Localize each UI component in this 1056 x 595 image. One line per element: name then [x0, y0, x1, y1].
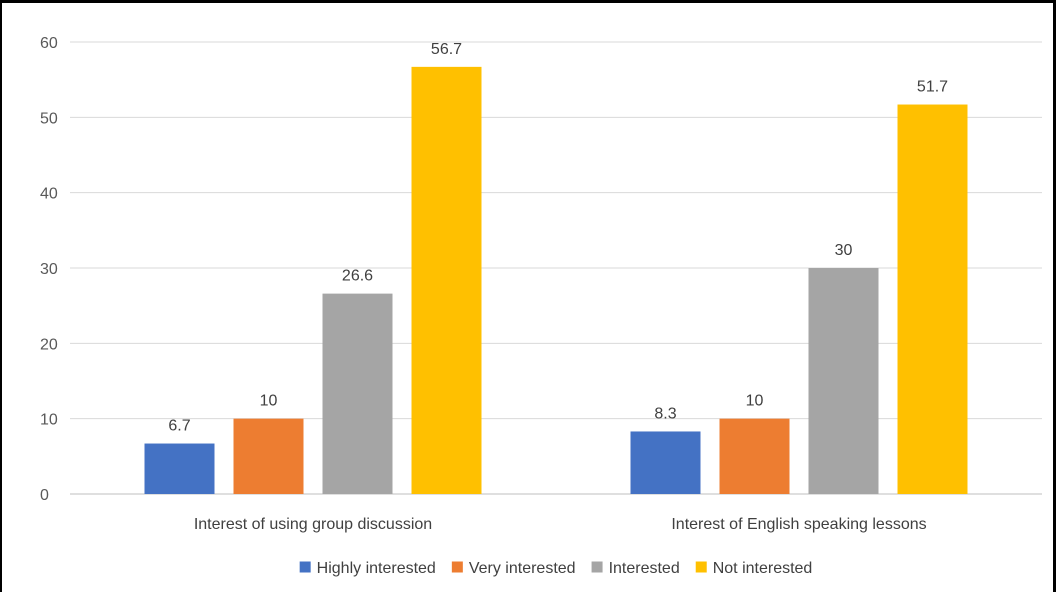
- y-tick-label: 60: [40, 35, 58, 52]
- category-labels: Interest of using group discussion Intere…: [194, 516, 927, 533]
- data-labels: 6.7 10 26.6 56.7 8.3 10 30 51.7: [168, 41, 948, 435]
- bar: [897, 104, 968, 494]
- legend-label: Highly interested: [317, 560, 436, 577]
- y-tick-label: 0: [40, 487, 49, 504]
- y-tick-label: 10: [40, 412, 58, 429]
- data-label: 10: [260, 393, 278, 410]
- legend-swatch: [299, 561, 311, 573]
- bar-chart: 0 10 20 30 40 50 60 6.7 10 26.6 56.7 8.3 10 30 51.7 I…: [40, 35, 1042, 577]
- legend: Highly interested Very interested Interest…: [299, 560, 813, 577]
- y-tick-label: 30: [40, 261, 58, 278]
- bar: [322, 293, 393, 494]
- legend-swatch: [451, 561, 463, 573]
- y-tick-label: 20: [40, 336, 58, 353]
- y-tick-label: 50: [40, 110, 58, 127]
- legend-label: Very interested: [469, 560, 576, 577]
- bar: [808, 268, 879, 494]
- data-label: 10: [746, 393, 764, 410]
- category-label: Interest of using group discussion: [194, 516, 432, 533]
- legend-label: Interested: [609, 560, 680, 577]
- data-label: 8.3: [654, 405, 676, 422]
- legend-label: Not interested: [713, 560, 813, 577]
- data-label: 6.7: [168, 418, 190, 435]
- legend-swatch: [591, 561, 603, 573]
- data-label: 51.7: [917, 79, 948, 96]
- bar: [411, 66, 482, 495]
- bar: [144, 443, 215, 494]
- data-label: 30: [835, 242, 853, 259]
- bar: [719, 418, 790, 494]
- y-axis-tick-labels: 0 10 20 30 40 50 60: [40, 35, 58, 504]
- category-label: Interest of English speaking lessons: [671, 516, 926, 533]
- data-label: 56.7: [431, 41, 462, 58]
- bar: [630, 431, 701, 494]
- bar: [233, 418, 304, 494]
- data-label: 26.6: [342, 268, 373, 285]
- gridlines: [70, 41, 1042, 495]
- y-tick-label: 40: [40, 186, 58, 203]
- legend-swatch: [695, 561, 707, 573]
- bars: [144, 66, 968, 495]
